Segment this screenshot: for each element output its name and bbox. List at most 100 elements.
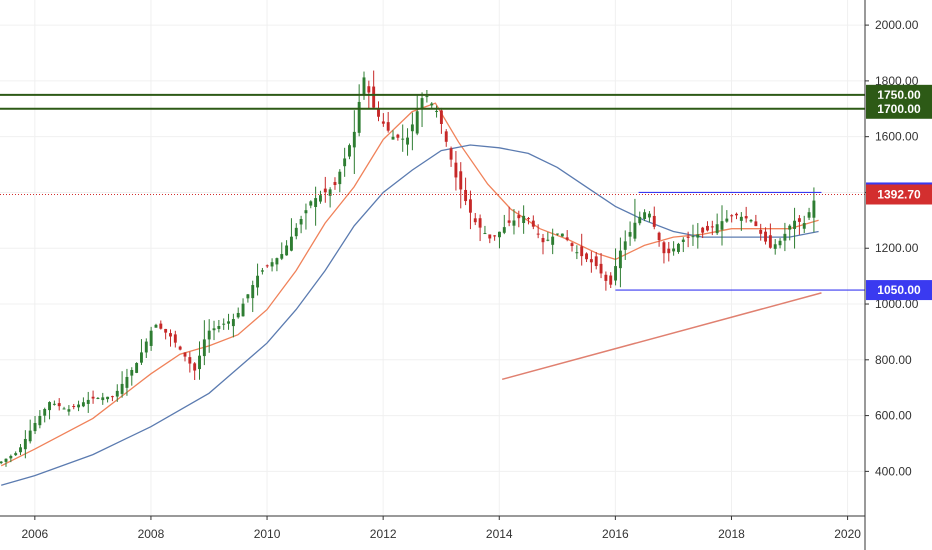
candle-body (435, 110, 439, 112)
candle-body (643, 212, 647, 219)
candle-body (657, 232, 661, 241)
candle (749, 219, 753, 223)
price-badge: 1392.70 (866, 184, 932, 205)
y-tick-label: 2000.00 (875, 18, 919, 32)
x-tick-label: 2012 (370, 527, 397, 541)
candle (527, 216, 530, 225)
candle-body (677, 243, 680, 252)
candle-body (348, 145, 351, 157)
candle-body (546, 239, 550, 241)
candle-body (706, 225, 709, 231)
candle (735, 212, 738, 220)
candle-body (120, 383, 124, 394)
candle (715, 213, 719, 235)
candle-body (154, 324, 158, 328)
candle (140, 339, 143, 365)
trend-line[interactable] (501, 292, 822, 381)
candle-body (420, 98, 424, 109)
candle (570, 242, 574, 252)
candle-body (391, 136, 395, 140)
candle-body (652, 215, 656, 227)
candle (110, 395, 114, 402)
candle (217, 319, 221, 333)
candle-body (570, 243, 574, 247)
candle (23, 430, 27, 459)
candle-body (585, 253, 588, 260)
candle (231, 313, 235, 338)
candle-body (710, 226, 714, 228)
candle-body (48, 402, 51, 411)
candle-body (159, 323, 163, 329)
candle-body (425, 96, 429, 98)
candle (783, 222, 787, 252)
candle-body (33, 422, 37, 432)
candle-body (478, 218, 482, 228)
candle-body (246, 294, 250, 299)
candle-body (328, 189, 332, 196)
candle (759, 223, 763, 241)
candle-body (527, 218, 530, 220)
candle-body (396, 134, 400, 138)
candle-body (304, 210, 308, 214)
candle (628, 221, 632, 246)
candle (309, 200, 313, 209)
candle (686, 231, 690, 248)
candle (807, 207, 811, 221)
candle (52, 400, 56, 406)
candle-body (275, 258, 279, 265)
price-badge: 1050.00 (866, 280, 932, 301)
candle-body (701, 227, 705, 233)
y-tick-label: 1600.00 (875, 130, 919, 144)
candle (744, 206, 748, 223)
candle (531, 215, 535, 230)
candle (449, 146, 453, 167)
candle-body (773, 244, 777, 249)
candle (106, 396, 110, 403)
candle (323, 176, 327, 203)
candle (115, 384, 119, 402)
candle-body (531, 220, 535, 227)
candle (551, 228, 555, 255)
candle-body (594, 256, 598, 267)
candle-body (217, 326, 221, 329)
candle (67, 405, 71, 416)
candle-body (135, 363, 139, 373)
candle-body (115, 390, 119, 397)
candle-body (352, 131, 356, 148)
candle (396, 133, 400, 141)
candle-body (406, 137, 409, 145)
candle (498, 231, 501, 249)
candle-body (14, 453, 18, 456)
candle-body (110, 396, 114, 398)
candle-body (609, 275, 613, 285)
candle (222, 318, 226, 330)
candle (565, 230, 569, 242)
candle (594, 251, 598, 270)
candle (720, 205, 724, 246)
candle (546, 232, 550, 242)
candle (681, 237, 685, 253)
candle-body (488, 234, 492, 239)
x-tick-label: 2008 (138, 527, 165, 541)
candle (710, 220, 714, 236)
candle-body (667, 248, 671, 254)
candle (464, 177, 468, 206)
candle-body (793, 220, 797, 229)
candle-body (502, 227, 506, 233)
candle (647, 211, 651, 223)
candle-body (522, 215, 526, 224)
candle-body (222, 323, 226, 325)
candle (14, 451, 18, 456)
candle-body (343, 158, 347, 167)
candle-body (101, 397, 105, 401)
candle-body (715, 224, 719, 234)
candle-body (459, 171, 463, 190)
candle-body (536, 233, 540, 235)
candle (623, 230, 627, 260)
candle-body (57, 403, 61, 407)
candle-body (759, 229, 763, 234)
candle (638, 211, 642, 226)
candle-body (149, 330, 153, 346)
candle (754, 214, 758, 227)
